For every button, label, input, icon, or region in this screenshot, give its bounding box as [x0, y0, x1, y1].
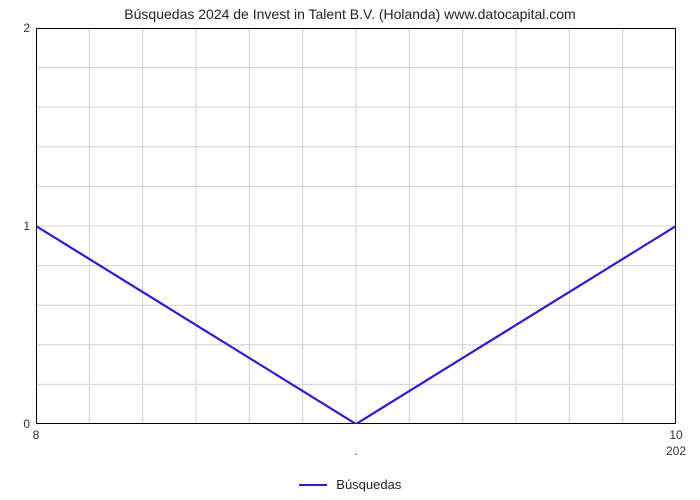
chart-container: Búsquedas 2024 de Invest in Talent B.V. … — [0, 0, 700, 500]
plot-svg — [36, 28, 676, 424]
x-secondary-right: 202 — [666, 444, 686, 458]
x-secondary-dot: . — [354, 444, 357, 458]
y-tick-label: 0 — [8, 417, 30, 431]
legend-label: Búsquedas — [336, 477, 401, 492]
legend: Búsquedas — [0, 476, 700, 492]
chart-title: Búsquedas 2024 de Invest in Talent B.V. … — [0, 6, 700, 22]
y-tick-label: 2 — [8, 21, 30, 35]
y-tick-label: 1 — [8, 219, 30, 233]
legend-swatch — [299, 484, 327, 486]
x-tick-label: 10 — [669, 428, 682, 442]
x-tick-label: 8 — [33, 428, 40, 442]
plot-area — [36, 28, 676, 424]
